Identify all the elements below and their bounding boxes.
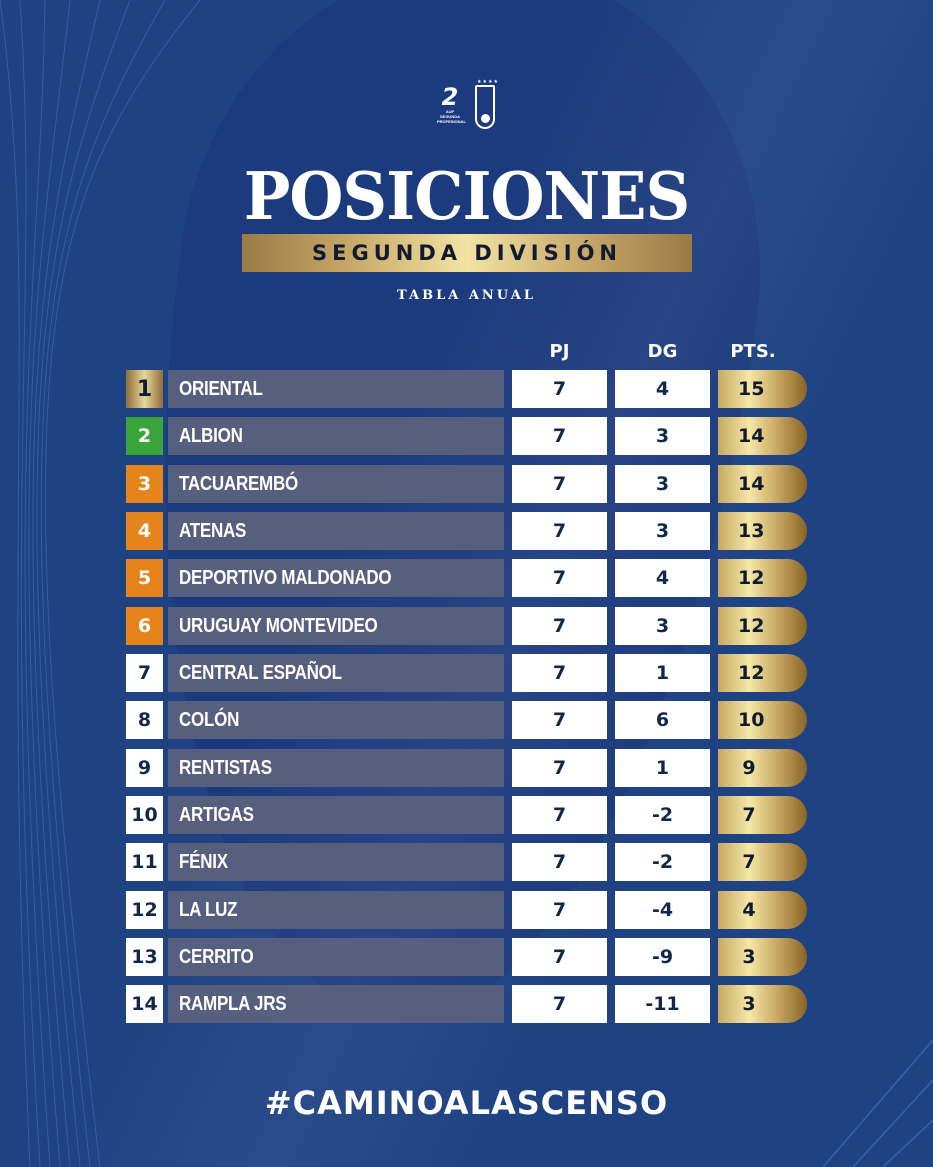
column-header-pj: PJ — [549, 341, 570, 362]
table-row: 12 LA LUZ 7 -4 4 — [0, 891, 933, 929]
table-row: 14 RAMPLA JRS 7 -11 3 — [0, 985, 933, 1023]
team-name: RENTISTAS — [168, 749, 504, 787]
goal-diff-cell: 4 — [615, 559, 710, 597]
played-cell: 7 — [512, 891, 607, 929]
team-name: TACUAREMBÓ — [168, 465, 504, 503]
goal-diff-cell: 3 — [615, 512, 710, 550]
table-row: 6 URUGUAY MONTEVIDEO 7 3 12 — [0, 607, 933, 645]
table-type-label: TABLA ANUAL — [397, 288, 536, 303]
table-row: 8 COLÓN 7 6 10 — [0, 701, 933, 739]
table-row: 11 FÉNIX 7 -2 7 — [0, 843, 933, 881]
position-badge: 5 — [126, 559, 163, 597]
points-cell: 7 — [718, 796, 807, 834]
played-cell: 7 — [512, 607, 607, 645]
hashtag: #CAMINOALASCENSO — [264, 1084, 669, 1122]
team-name: ATENAS — [168, 512, 504, 550]
goal-diff-cell: 4 — [615, 370, 710, 408]
points-cell: 14 — [718, 417, 807, 455]
column-header-pts: PTS. — [730, 341, 776, 362]
table-row: 5 DEPORTIVO MALDONADO 7 4 12 — [0, 559, 933, 597]
played-cell: 7 — [512, 417, 607, 455]
goal-diff-cell: 3 — [615, 417, 710, 455]
played-cell: 7 — [512, 985, 607, 1023]
table-row: 1 ORIENTAL 7 4 15 — [0, 370, 933, 408]
goal-diff-cell: -11 — [615, 985, 710, 1023]
played-cell: 7 — [512, 701, 607, 739]
goal-diff-cell: 1 — [615, 749, 710, 787]
position-badge: 12 — [126, 891, 163, 929]
table-row: 4 ATENAS 7 3 13 — [0, 512, 933, 550]
goal-diff-cell: -4 — [615, 891, 710, 929]
played-cell: 7 — [512, 796, 607, 834]
points-cell: 3 — [718, 938, 807, 976]
table-row: 7 CENTRAL ESPAÑOL 7 1 12 — [0, 654, 933, 692]
position-badge: 9 — [126, 749, 163, 787]
points-cell: 4 — [718, 891, 807, 929]
table-row: 2 ALBION 7 3 14 — [0, 417, 933, 455]
points-cell: 10 — [718, 701, 807, 739]
auf-shield-icon: ★★★★ — [475, 79, 498, 129]
team-name: FÉNIX — [168, 843, 504, 881]
played-cell: 7 — [512, 749, 607, 787]
played-cell: 7 — [512, 370, 607, 408]
goal-diff-cell: -2 — [615, 843, 710, 881]
team-name: LA LUZ — [168, 891, 504, 929]
points-cell: 15 — [718, 370, 807, 408]
position-badge: 14 — [126, 985, 163, 1023]
position-badge: 11 — [126, 843, 163, 881]
position-badge: 8 — [126, 701, 163, 739]
goal-diff-cell: 3 — [615, 465, 710, 503]
position-badge: 4 — [126, 512, 163, 550]
points-cell: 3 — [718, 985, 807, 1023]
column-header-dg: DG — [647, 341, 678, 362]
played-cell: 7 — [512, 465, 607, 503]
position-badge: 10 — [126, 796, 163, 834]
team-name: CERRITO — [168, 938, 504, 976]
table-row: 9 RENTISTAS 7 1 9 — [0, 749, 933, 787]
subtitle: SEGUNDA DIVISIÓN — [311, 241, 622, 265]
played-cell: 7 — [512, 654, 607, 692]
team-name: DEPORTIVO MALDONADO — [168, 559, 504, 597]
played-cell: 7 — [512, 843, 607, 881]
decorative-lines-right — [822, 1039, 933, 1167]
goal-diff-cell: 3 — [615, 607, 710, 645]
points-cell: 7 — [718, 843, 807, 881]
page-title: POSICIONES — [243, 158, 690, 235]
position-badge: 3 — [126, 465, 163, 503]
decorative-lines-left — [0, 0, 200, 1167]
team-name: URUGUAY MONTEVIDEO — [168, 607, 504, 645]
team-name: RAMPLA JRS — [168, 985, 504, 1023]
position-badge: 6 — [126, 607, 163, 645]
goal-diff-cell: -9 — [615, 938, 710, 976]
position-badge: 2 — [126, 417, 163, 455]
segunda-profesional-logo: 2 AUF SEGUNDA PROFESIONAL — [437, 83, 466, 124]
played-cell: 7 — [512, 512, 607, 550]
team-name: COLÓN — [168, 701, 504, 739]
team-name: ARTIGAS — [168, 796, 504, 834]
played-cell: 7 — [512, 938, 607, 976]
ball-icon — [481, 114, 490, 123]
points-cell: 12 — [718, 607, 807, 645]
team-name: CENTRAL ESPAÑOL — [168, 654, 504, 692]
points-cell: 12 — [718, 654, 807, 692]
points-cell: 12 — [718, 559, 807, 597]
goal-diff-cell: 6 — [615, 701, 710, 739]
played-cell: 7 — [512, 559, 607, 597]
team-name: ORIENTAL — [168, 370, 504, 408]
table-row: 13 CERRITO 7 -9 3 — [0, 938, 933, 976]
table-row: 3 TACUAREMBÓ 7 3 14 — [0, 465, 933, 503]
points-cell: 13 — [718, 512, 807, 550]
stars-icon: ★★★★ — [477, 79, 499, 85]
points-cell: 9 — [718, 749, 807, 787]
subtitle-band: SEGUNDA DIVISIÓN — [242, 234, 692, 272]
position-badge: 1 — [126, 370, 163, 408]
team-name: ALBION — [168, 417, 504, 455]
goal-diff-cell: -2 — [615, 796, 710, 834]
logos: 2 AUF SEGUNDA PROFESIONAL ★★★★ — [437, 79, 498, 129]
table-row: 10 ARTIGAS 7 -2 7 — [0, 796, 933, 834]
position-badge: 7 — [126, 654, 163, 692]
goal-diff-cell: 1 — [615, 654, 710, 692]
points-cell: 14 — [718, 465, 807, 503]
position-badge: 13 — [126, 938, 163, 976]
